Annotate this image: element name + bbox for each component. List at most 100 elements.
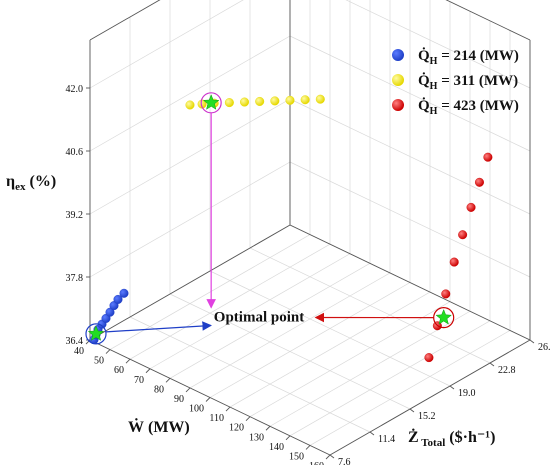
axes-frame-edge xyxy=(445,0,531,41)
legend-marker-q214 xyxy=(392,49,404,61)
x-tick-label: 80 xyxy=(154,384,164,395)
point-q214 xyxy=(119,288,129,298)
optimum-star-q214 xyxy=(87,325,105,341)
x-tick-mark xyxy=(245,416,251,421)
x-tick-label: 150 xyxy=(289,451,304,462)
optimum-star-q423 xyxy=(435,308,452,325)
z-tick-label: 37.8 xyxy=(66,273,84,284)
axis-ticks: 36.4 37.8 39.2 40.6 42.0 40 50 60 70 80 90 100 110 12… xyxy=(66,84,550,465)
y-tick-mark xyxy=(409,408,415,413)
z-tick-label: 39.2 xyxy=(66,210,84,221)
wall-grid-z xyxy=(89,0,244,89)
point-q423 xyxy=(424,353,434,363)
legend-label-q311: Q̇H = 311 (MW) xyxy=(418,71,518,92)
x-tick-mark xyxy=(105,349,111,354)
point-q214 xyxy=(105,307,115,317)
legend-entry-q214: Q̇H = 214 (MW) xyxy=(392,46,519,67)
point-q311 xyxy=(255,96,265,106)
x-tick-label: 50 xyxy=(94,356,104,367)
wall-grid-z xyxy=(89,161,291,278)
x-tick-label: 160 xyxy=(309,461,324,465)
floor-grid-x xyxy=(109,234,311,350)
y-tick-mark xyxy=(449,385,455,390)
floor-grid-x xyxy=(269,310,471,427)
legend-label-q423: Q̇H = 423 (MW) xyxy=(418,96,519,117)
x-tick-label: 70 xyxy=(134,375,144,386)
point-q311 xyxy=(224,98,234,108)
y-tick-label: 15.2 xyxy=(418,411,436,422)
point-q311 xyxy=(300,95,310,105)
floor-grid-y xyxy=(209,270,451,387)
y-tick-mark xyxy=(489,362,495,367)
x-tick-mark xyxy=(225,406,231,412)
y-tick-mark xyxy=(529,339,535,344)
point-q311 xyxy=(185,100,195,110)
floor-grid-x xyxy=(169,263,371,379)
z-tick-label: 42.0 xyxy=(66,84,84,95)
y-tick-mark xyxy=(329,454,335,459)
x-tick-label: 120 xyxy=(229,423,244,434)
x-tick-label: 130 xyxy=(249,432,264,443)
point-q311 xyxy=(315,94,325,104)
y-axis-label: Ż Total ($·h⁻¹) xyxy=(408,427,495,449)
legend-marker-q311 xyxy=(392,74,404,86)
optimum-ring-q214 xyxy=(85,323,107,345)
x-tick-mark xyxy=(325,454,331,460)
x-tick-mark xyxy=(145,368,151,374)
x-tick-label: 100 xyxy=(189,404,204,415)
x-tick-mark xyxy=(125,358,131,364)
x-tick-label: 40 xyxy=(74,346,84,357)
x-tick-label: 140 xyxy=(269,442,284,453)
optimal-point-label: Optimal point xyxy=(214,310,304,326)
y-tick-label: 19.0 xyxy=(458,388,476,399)
floor-grid-x xyxy=(129,243,331,360)
point-q423 xyxy=(441,289,451,299)
legend-label-q214: Q̇H = 214 (MW) xyxy=(418,46,519,67)
point-q214 xyxy=(113,294,123,304)
floor-grid-x xyxy=(149,253,351,370)
floor-grid-x xyxy=(309,330,511,446)
legend-entry-q423: Q̇H = 423 (MW) xyxy=(392,96,519,117)
y-tick-label: 26.6 xyxy=(538,342,550,353)
z-tick-label: 40.6 xyxy=(66,147,84,158)
y-tick-mark xyxy=(369,431,375,436)
floor-grid-x xyxy=(249,301,451,417)
y-tick-label: 7.6 xyxy=(338,457,351,465)
annotation-layer xyxy=(85,92,455,345)
axes-frame-edge xyxy=(89,224,291,341)
y-tick-label: 22.8 xyxy=(498,365,516,376)
point-q311 xyxy=(270,96,280,106)
x-tick-mark xyxy=(185,387,191,393)
point-q423 xyxy=(466,202,476,212)
point-q311 xyxy=(240,97,250,107)
x-tick-mark xyxy=(205,397,211,402)
x-tick-mark xyxy=(305,445,311,450)
point-q311 xyxy=(285,95,295,105)
point-q423 xyxy=(449,257,459,267)
x-tick-mark xyxy=(265,425,271,431)
y-tick-label: 11.4 xyxy=(378,434,395,445)
arrow-q214 xyxy=(105,321,212,333)
legend: Q̇H = 214 (MW) Q̇H = 311 (MW) Q̇H = 423 … xyxy=(392,46,519,117)
x-tick-mark xyxy=(285,435,291,441)
wall-grid-z xyxy=(89,35,291,152)
floor-grid-y xyxy=(249,247,491,364)
floor-grid-y xyxy=(169,293,411,410)
axes-frame-edge xyxy=(289,224,531,341)
wall-grid-z xyxy=(89,98,291,215)
legend-marker-q423 xyxy=(392,99,404,111)
x-tick-label: 90 xyxy=(174,394,184,405)
floor-grid-x xyxy=(189,272,391,389)
legend-entry-q311: Q̇H = 311 (MW) xyxy=(392,71,518,92)
axes-frame-edge xyxy=(329,339,531,456)
point-q423 xyxy=(474,177,484,187)
x-tick-label: 60 xyxy=(114,365,124,376)
z-tick-label: 36.4 xyxy=(66,336,84,347)
x-tick-label: 110 xyxy=(209,413,224,424)
floor-grid-x xyxy=(229,291,431,408)
z-axis-label: ηex (%) xyxy=(6,173,56,193)
optimum-star-q311 xyxy=(202,94,220,110)
floor-grid-y xyxy=(129,316,371,433)
point-q423 xyxy=(483,152,493,162)
